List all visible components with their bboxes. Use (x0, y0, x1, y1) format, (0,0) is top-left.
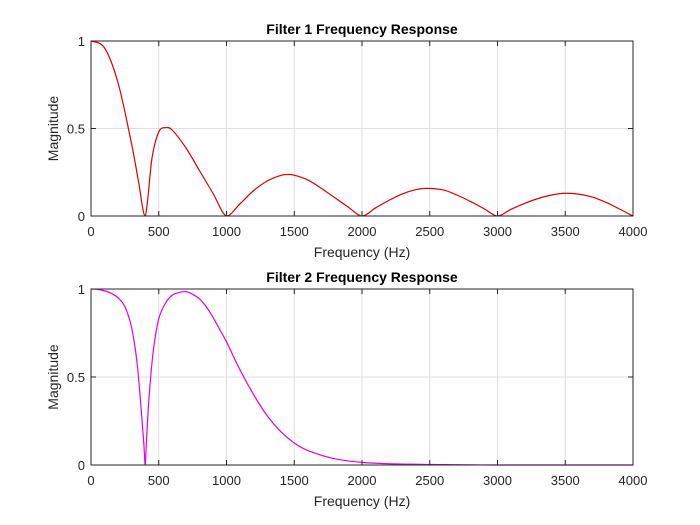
subplot-2-xtick-label-2000: 2000 (348, 473, 377, 488)
subplot-1-xtick-label-2000: 2000 (348, 224, 377, 239)
subplot-1-xtick-label-500: 500 (148, 224, 170, 239)
subplot-2-xtick-label-1500: 1500 (280, 473, 309, 488)
subplot-2-xtick-label-1000: 1000 (212, 473, 241, 488)
subplot-2-xtick-label-0: 0 (87, 473, 94, 488)
subplot-2-ytick-label-2: 1 (78, 282, 85, 297)
subplot-2-xtick-label-2500: 2500 (415, 473, 444, 488)
subplot-2-title: Filter 2 Frequency Response (266, 269, 458, 285)
subplot-1-xtick-label-4000: 4000 (619, 224, 648, 239)
subplot-2-ytick-label-1: 0.5 (67, 370, 85, 385)
subplot-1-xlabel: Frequency (Hz) (314, 244, 410, 260)
subplot-1-xtick-label-2500: 2500 (415, 224, 444, 239)
subplot-filter-1: Filter 1 Frequency Response 0 500 1000 1500… (45, 21, 647, 260)
subplot-2-ticks: 0 500 1000 1500 2000 2500 3000 3500 4000 0 0.5 1 (67, 282, 648, 488)
subplot-2-xtick-label-4000: 4000 (619, 473, 648, 488)
subplot-1-grid (91, 41, 633, 216)
subplot-2-xtick-label-3500: 3500 (551, 473, 580, 488)
subplot-2-series-line (90, 288, 633, 466)
subplot-2-ylabel: Magnitude (45, 344, 61, 410)
subplot-1-series-line (90, 40, 634, 217)
subplot-1-ytick-label-2: 1 (78, 34, 85, 49)
subplot-2-grid (91, 289, 633, 465)
subplot-filter-2: Filter 2 Frequency Response 0 500 1000 1500… (45, 269, 647, 509)
subplot-2-xtick-label-500: 500 (148, 473, 170, 488)
subplot-2-xlabel: Frequency (Hz) (314, 493, 410, 509)
subplot-1-xtick-label-3500: 3500 (551, 224, 580, 239)
subplot-2-ytick-label-0: 0 (78, 458, 85, 473)
subplot-1-xtick-label-0: 0 (87, 224, 94, 239)
subplot-1-ticks: 0 500 1000 1500 2000 2500 3000 3500 4000 0 0.5 1 (67, 34, 648, 239)
subplot-1-ytick-label-0: 0 (78, 209, 85, 224)
subplot-1-xtick-label-1000: 1000 (212, 224, 241, 239)
subplot-1-xtick-label-3000: 3000 (483, 224, 512, 239)
subplot-1-xtick-label-1500: 1500 (280, 224, 309, 239)
subplot-1-title: Filter 1 Frequency Response (266, 21, 458, 37)
subplot-1-ytick-label-1: 0.5 (67, 122, 85, 137)
subplot-2-xtick-label-3000: 3000 (483, 473, 512, 488)
subplot-1-ylabel: Magnitude (45, 96, 61, 162)
